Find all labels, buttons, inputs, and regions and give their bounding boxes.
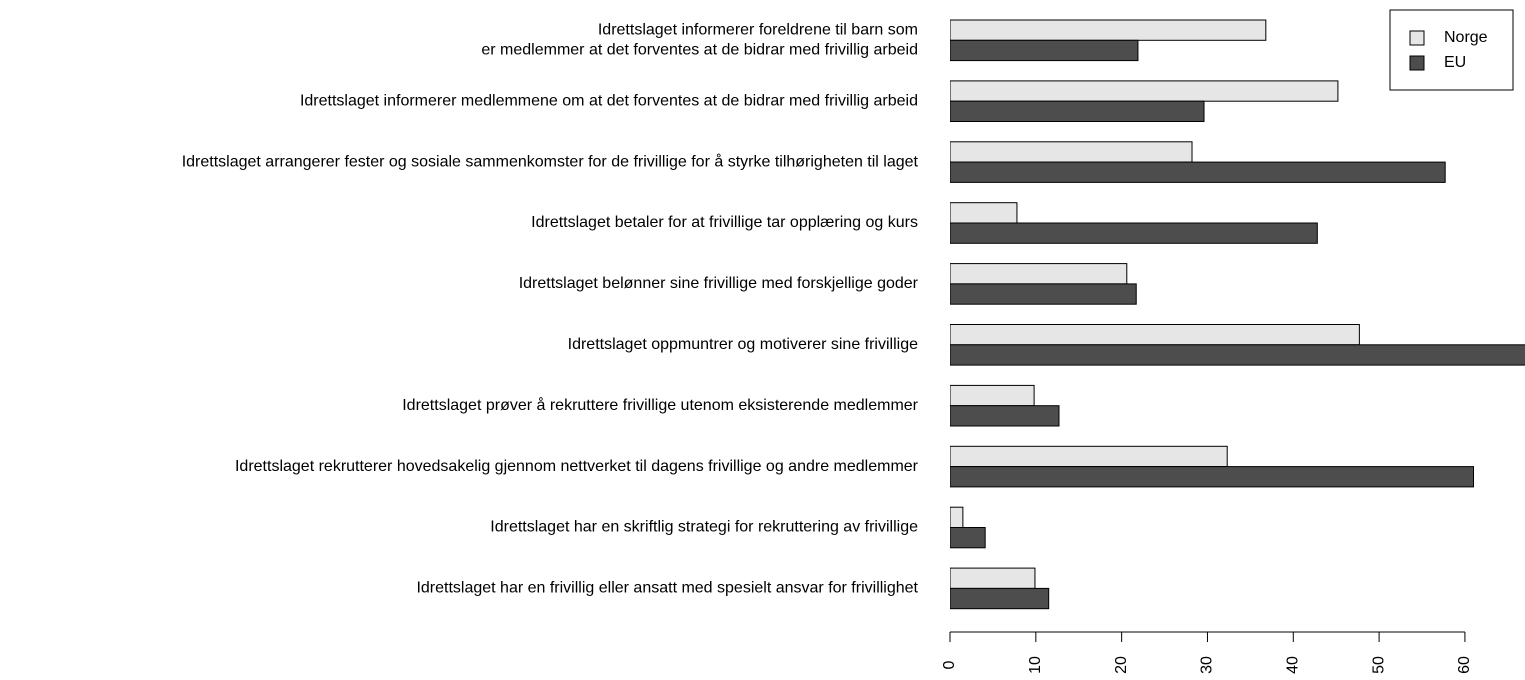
x-tick-label: 40 xyxy=(1285,656,1302,674)
bar xyxy=(950,39,1139,62)
y-tick-label: Idrettslaget har en skriftlig strategi f… xyxy=(490,519,918,536)
bar xyxy=(950,141,1193,163)
legend-swatch xyxy=(1409,30,1425,46)
x-tick-label: 20 xyxy=(1113,656,1130,674)
bar xyxy=(950,100,1205,122)
bar xyxy=(950,466,1475,488)
x-tick-label: 10 xyxy=(1027,656,1044,674)
bar xyxy=(950,587,1050,610)
bar xyxy=(950,283,1137,305)
y-tick-label: Idrettslaget belønner sine frivillige me… xyxy=(519,275,919,292)
bar xyxy=(950,384,1035,407)
bar xyxy=(950,202,1018,224)
y-tick-label: Idrettslaget informerer medlemmene om at… xyxy=(300,92,918,109)
bar xyxy=(950,445,1228,468)
y-tick-label: Idrettslaget prøver å rekruttere frivill… xyxy=(402,396,918,414)
x-tick-label: 50 xyxy=(1370,656,1387,674)
x-tick-label: 0 xyxy=(941,660,958,669)
bar xyxy=(950,527,986,549)
x-tick-label: 30 xyxy=(1199,656,1216,674)
y-tick-label: Idrettslaget oppmuntrer og motiverer sin… xyxy=(568,336,918,353)
legend-box xyxy=(1389,9,1514,91)
y-tick-label: Idrettslaget rekrutterer hovedsakelig gj… xyxy=(235,458,919,475)
bar xyxy=(950,324,1360,346)
y-tick-label: Idrettslaget betaler for at frivillige t… xyxy=(531,214,918,231)
y-tick-label: Idrettslaget arrangerer fester og sosial… xyxy=(182,152,919,170)
legend-swatch xyxy=(1409,55,1425,71)
legend-label: Norge xyxy=(1444,29,1488,46)
legend-label: EU xyxy=(1444,54,1466,71)
bar xyxy=(950,161,1446,183)
y-tick-label: Idrettslaget informerer foreldrene til b… xyxy=(481,22,918,59)
bars xyxy=(950,19,1525,610)
x-tick-label: 60 xyxy=(1456,656,1473,674)
bar xyxy=(950,405,1060,427)
bar xyxy=(950,263,1128,285)
bar xyxy=(950,567,1036,589)
bar xyxy=(950,506,964,529)
bar xyxy=(950,19,1267,41)
bar xyxy=(950,80,1339,102)
bar xyxy=(950,344,1525,366)
y-tick-label: Idrettslaget har en frivillig eller ansa… xyxy=(416,580,918,597)
bar xyxy=(950,222,1318,244)
